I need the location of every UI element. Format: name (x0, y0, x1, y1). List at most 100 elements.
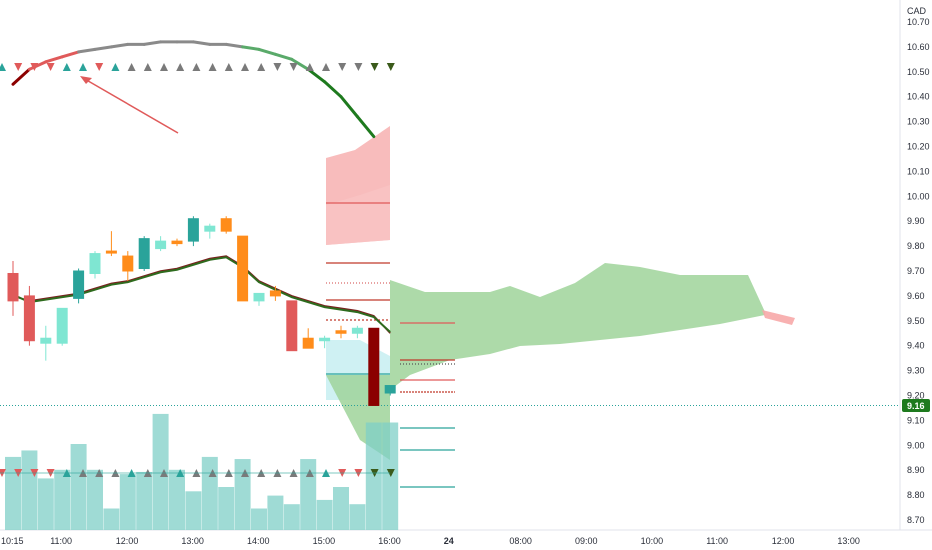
y-tick-label: 9.60 (907, 291, 925, 301)
candle-body (351, 327, 363, 334)
volume-bar (267, 495, 284, 530)
candle-body (319, 337, 331, 342)
annotation-arrow-head (80, 76, 92, 84)
marker-neutral-down-triangle (289, 63, 298, 71)
candle-body (204, 225, 216, 232)
candle-body (384, 385, 396, 394)
last-price-badge-bg (902, 399, 930, 412)
marker-neutral-down-triangle (273, 63, 282, 71)
arc-line-segment (11, 67, 31, 86)
x-tick-label: 11:00 (706, 536, 728, 546)
arc-line-segment (306, 67, 327, 84)
y-tick-label: 10.00 (907, 191, 930, 201)
marker-dark-down-triangle (386, 469, 395, 477)
y-tick-label: 9.30 (907, 366, 925, 376)
y-tick-label: 10.40 (907, 92, 930, 102)
marker-dark-down-triangle (386, 63, 395, 71)
x-tick-label: 14:00 (247, 536, 270, 546)
volume-bar (300, 459, 317, 530)
y-tick-label: 9.20 (907, 391, 925, 401)
cloud-green (390, 263, 765, 390)
cloud-red (762, 310, 795, 325)
x-tick-label: 16:00 (378, 536, 401, 546)
volume-bar (152, 413, 169, 530)
volume-bar (136, 471, 153, 530)
arc-line-segment (290, 57, 310, 71)
x-tick-label: 12:00 (772, 536, 795, 546)
marker-neutral-triangle (176, 63, 185, 71)
marker-down-triangle (30, 63, 39, 71)
y-tick-label: 10.20 (907, 142, 930, 152)
marker-up-triangle (79, 63, 87, 71)
volume-bar (251, 508, 267, 530)
candle-body (220, 218, 232, 232)
volume-bar (103, 508, 120, 530)
candle-body (368, 327, 380, 406)
candle-body (286, 300, 298, 352)
volume-bar (185, 491, 202, 530)
marker-down-triangle (14, 63, 23, 71)
volume-bar (382, 422, 399, 530)
y-tick-label: 10.50 (907, 67, 930, 77)
x-tick-label: 08:00 (509, 536, 532, 546)
forecast-red-zone-inner (326, 185, 390, 245)
arc-line-segment (257, 47, 277, 56)
x-tick-label: 15:00 (313, 536, 336, 546)
x-tick-label: 13:00 (181, 536, 204, 546)
y-tick-label: 10.60 (907, 42, 930, 52)
x-tick-label: 13:00 (837, 536, 860, 546)
price-levels (0, 202, 900, 488)
y-tick-label: 8.80 (907, 490, 925, 500)
y-tick-label: 8.90 (907, 465, 925, 475)
volume-bar (21, 450, 38, 530)
marker-neutral-triangle (208, 63, 217, 71)
y-tick-label: 9.10 (907, 415, 925, 425)
y-tick-label: 9.40 (907, 341, 925, 351)
volume-bar (349, 504, 366, 530)
volume-bar (54, 469, 71, 530)
volume-bar (169, 469, 185, 530)
volume-bar (316, 499, 333, 530)
marker-neutral-down-triangle (354, 63, 363, 71)
marker-down-triangle (46, 63, 55, 71)
arc-line-segment (355, 115, 376, 139)
signal-markers (0, 63, 395, 477)
candle-body (23, 295, 35, 342)
y-tick-label: 9.00 (907, 440, 925, 450)
candle-body (187, 218, 199, 242)
volume-bar (37, 478, 54, 530)
arc-line-segment (60, 50, 81, 59)
volume-bar (201, 456, 218, 530)
time-axis[interactable]: 10:15 11:00 12:00 13:00 14:00 15:00 16:00 24 08:… (1, 536, 860, 546)
marker-up-triangle (111, 63, 120, 71)
x-tick-label: 10:15 (1, 536, 24, 546)
candle-body (155, 240, 167, 250)
candle-body (122, 255, 134, 272)
volume-bar (365, 422, 382, 530)
marker-neutral-triangle (224, 63, 233, 71)
volume-bar (234, 459, 251, 530)
arc-line-segment (93, 45, 113, 51)
volume-bar (5, 456, 21, 530)
volume-bar (218, 487, 235, 530)
marker-neutral-triangle (160, 63, 168, 71)
x-tick-label: 10:00 (641, 536, 664, 546)
marker-neutral-triangle (143, 63, 152, 71)
price-axis[interactable]: CAD 10.70 10.60 10.50 10.40 10.30 10.20 10.10 1… (907, 6, 930, 525)
arc-line-segment (273, 52, 294, 61)
y-tick-label: 9.90 (907, 216, 925, 226)
candle-body (302, 337, 314, 349)
y-tick-label: 9.50 (907, 316, 925, 326)
marker-neutral-down-triangle (338, 63, 347, 71)
candle-body (105, 250, 117, 254)
volume-bar (70, 444, 87, 530)
candle-body (56, 307, 68, 344)
marker-neutral-triangle (192, 63, 201, 71)
marker-neutral-triangle (305, 63, 314, 71)
x-tick-label: 12:00 (116, 536, 139, 546)
x-tick-label: 24 (444, 536, 454, 546)
arc-line-segment (241, 45, 261, 51)
arc-line-segment (27, 60, 48, 71)
arc-line-segment (339, 95, 359, 119)
